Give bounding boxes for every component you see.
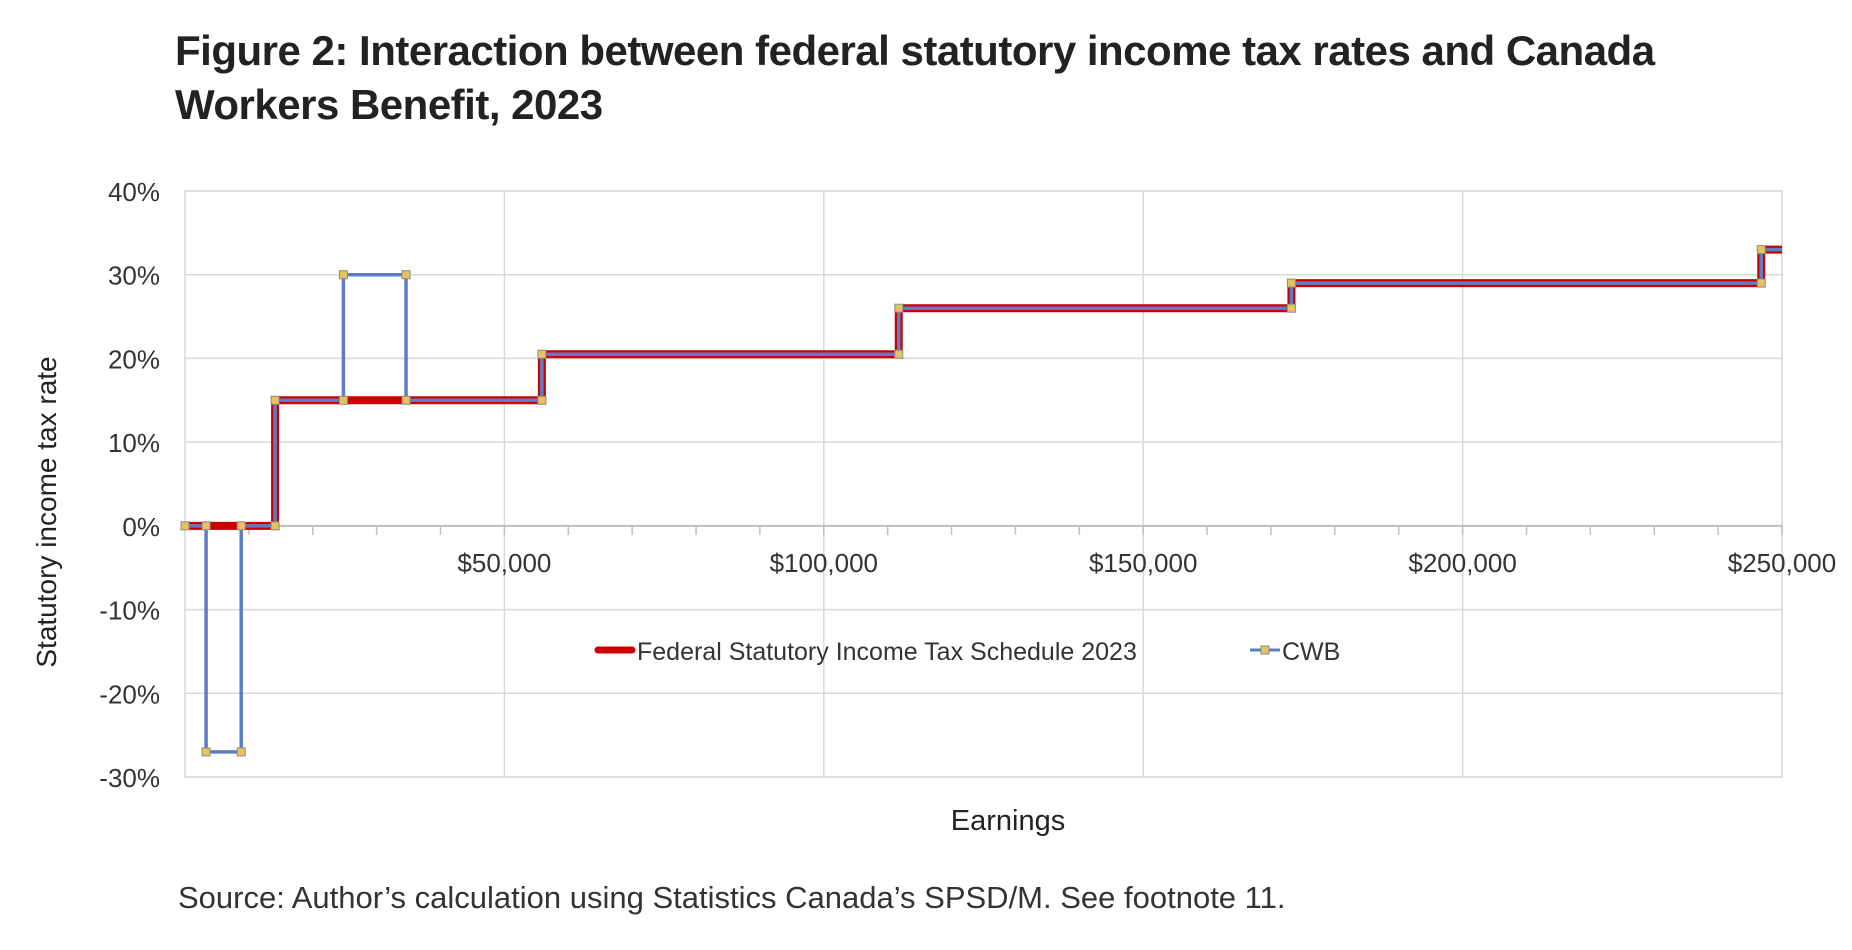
cwb-point [338, 395, 348, 405]
y-tick-labels: -30% -20% -10% 0% 10% 20% 30% 40% [99, 177, 160, 793]
y-tick-label: -20% [99, 679, 160, 709]
cwb-point [1756, 245, 1766, 255]
cwb-point [894, 349, 904, 359]
cwb-point [180, 521, 190, 531]
cwb-point [894, 303, 904, 313]
plot-area-border [184, 190, 1783, 778]
legend-marker-cwb [1260, 645, 1270, 655]
source-note: Source: Author’s calculation using Stati… [178, 880, 1286, 915]
cwb-point [201, 747, 211, 757]
cwb-point [201, 521, 211, 531]
gridlines [184, 190, 1783, 778]
cwb-point [401, 395, 411, 405]
series-cwb-line [185, 247, 1782, 754]
x-tick-label: $250,000 [1728, 548, 1836, 578]
axes [185, 524, 1783, 535]
series-markers [180, 245, 1766, 757]
series-federal-line [185, 245, 1782, 530]
legend-label-federal: Federal Statutory Income Tax Schedule 20… [637, 638, 1137, 666]
cwb-point [270, 521, 280, 531]
cwb-point [1286, 303, 1296, 313]
x-tick-label: $150,000 [1089, 548, 1197, 578]
cwb-point [1756, 278, 1766, 288]
y-axis-label: Statutory income tax rate [31, 356, 62, 667]
cwb-point [270, 395, 280, 405]
cwb-point [338, 270, 348, 280]
legend: Federal Statutory Income Tax Schedule 20… [594, 638, 1340, 666]
y-tick-label: 40% [108, 177, 160, 207]
cwb-point [537, 395, 547, 405]
y-tick-label: -30% [99, 763, 160, 793]
y-tick-label: -10% [99, 596, 160, 626]
legend-label-cwb: CWB [1282, 638, 1340, 666]
cwb-point [1286, 278, 1296, 288]
chart: -30% -20% -10% 0% 10% 20% 30% 40% $50,000 $100,0… [31, 177, 1836, 837]
cwb-point [537, 349, 547, 359]
x-tick-label: $50,000 [457, 548, 551, 578]
cwb-point [401, 270, 411, 280]
series-lines [185, 245, 1782, 754]
cwb-point [236, 747, 246, 757]
cwb-point [236, 521, 246, 531]
y-tick-label: 0% [122, 512, 160, 542]
x-axis-label: Earnings [951, 805, 1065, 837]
x-tick-label: $100,000 [770, 548, 878, 578]
y-tick-label: 20% [108, 344, 160, 374]
y-tick-label: 30% [108, 261, 160, 291]
figure-title: Figure 2: Interaction between federal st… [175, 27, 1655, 128]
x-tick-label: $200,000 [1408, 548, 1516, 578]
y-tick-label: 10% [108, 428, 160, 458]
x-tick-labels: $50,000 $100,000 $150,000 $200,000 $250,000 [457, 548, 1836, 578]
